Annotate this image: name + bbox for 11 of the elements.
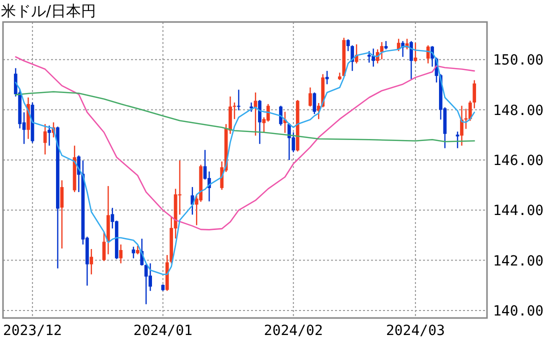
ytick-label: 146.00 [493,152,544,169]
ytick-label: 144.00 [493,203,544,220]
xtick-label: 2024/03 [386,323,445,339]
ytick-label: 140.00 [493,303,544,320]
ytick-label: 142.00 [493,253,544,270]
ytick-label: 150.00 [493,52,544,69]
xtick-label: 2024/02 [264,323,323,339]
xtick-label: 2024/01 [133,323,192,339]
title: 米ドル/日本円 [1,2,96,20]
ytick-label: 148.00 [493,102,544,119]
xtick-label: 2023/12 [2,323,62,339]
